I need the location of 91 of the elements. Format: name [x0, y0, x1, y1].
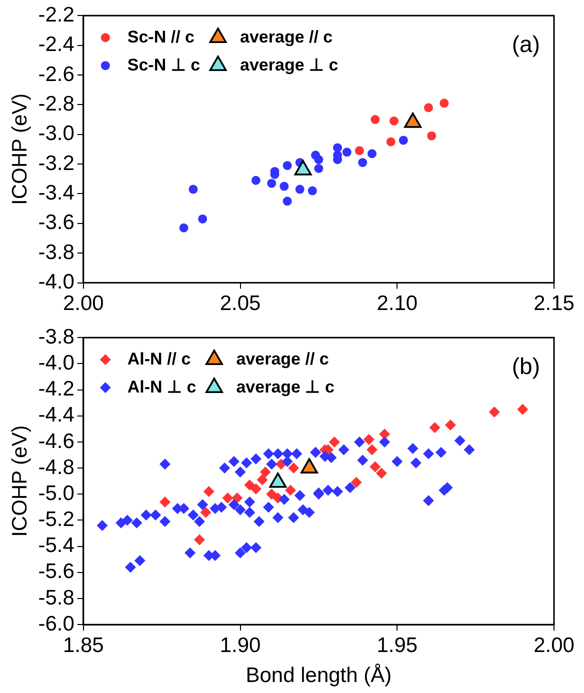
y-tick-label: -4.6 — [38, 430, 74, 453]
legend-label: Al-N ⊥ c — [127, 377, 196, 396]
y-tick-label: -5.0 — [38, 482, 74, 505]
x-tick-label: 2.00 — [534, 634, 574, 657]
point — [424, 103, 434, 112]
point — [354, 146, 364, 156]
x-axis-title: Bond length (Å) — [246, 663, 392, 688]
point — [308, 186, 317, 196]
point — [358, 158, 368, 168]
point — [342, 148, 352, 157]
legend-label: average // c — [236, 349, 329, 368]
point — [256, 474, 268, 486]
y-tick-label: -5.8 — [38, 586, 74, 610]
y-tick-label: -4.2 — [38, 378, 74, 401]
legend-label: average // c — [240, 27, 333, 46]
point — [488, 406, 500, 418]
point — [198, 214, 208, 224]
annotation: (b) — [512, 352, 540, 379]
y-tick-label: -4.0 — [38, 351, 74, 374]
x-tick-label: 2.00 — [62, 292, 104, 316]
legend-label: Al-N // c — [127, 349, 191, 368]
y-tick-label: -5.2 — [38, 508, 74, 532]
point — [440, 98, 449, 108]
point — [159, 496, 170, 508]
point — [444, 420, 456, 431]
point — [311, 150, 320, 160]
y-tick-label: -4.0 — [38, 270, 74, 294]
point — [244, 480, 256, 491]
y-tick-label: -2.8 — [38, 92, 74, 116]
y-tick-label: -5.6 — [38, 560, 74, 584]
point — [266, 488, 278, 500]
point — [179, 223, 188, 232]
point — [376, 468, 387, 479]
point — [295, 184, 304, 194]
point — [427, 131, 436, 140]
y-tick-label: -6.0 — [38, 612, 74, 636]
point — [200, 506, 212, 518]
legend-label: average ⊥ c — [236, 377, 334, 396]
point — [282, 196, 292, 206]
point — [232, 492, 243, 504]
x-tick-label: 2.05 — [220, 292, 261, 316]
point — [251, 176, 260, 185]
point — [260, 466, 271, 478]
point — [314, 164, 324, 173]
y-tick-label: -3.6 — [38, 211, 74, 234]
y-tick-label: -3.4 — [38, 182, 75, 205]
legend-label: Sc-N ⊥ c — [127, 55, 200, 74]
point — [333, 143, 342, 152]
legend-label: Sc-N // c — [127, 27, 194, 46]
point — [284, 484, 296, 496]
y-tick-label: -3.8 — [38, 240, 74, 264]
y-tick-label: -3.8 — [38, 325, 74, 348]
y-tick-label: -2.4 — [38, 33, 75, 56]
point — [282, 161, 292, 170]
point — [366, 444, 378, 456]
y-tick-label: -4.8 — [38, 456, 74, 479]
point — [328, 436, 340, 448]
point — [280, 182, 289, 191]
point — [398, 136, 408, 145]
annotation: (a) — [512, 30, 540, 57]
y-tick-label: -4.4 — [38, 404, 75, 427]
point — [350, 476, 362, 488]
x-tick-label: 2.15 — [534, 292, 574, 316]
point — [363, 434, 374, 445]
y-tick-label: -3.0 — [38, 122, 74, 146]
point — [288, 462, 300, 474]
point — [368, 149, 377, 158]
point — [188, 184, 198, 194]
point — [379, 428, 390, 440]
y-tick-label: -5.4 — [38, 534, 75, 558]
y-tick-label: -2.2 — [38, 3, 74, 26]
point — [267, 178, 276, 188]
x-tick-label: 1.95 — [376, 634, 418, 657]
y-axis-title: ICOHP (eV) — [8, 93, 32, 206]
point — [389, 116, 398, 126]
point — [194, 534, 205, 546]
point — [250, 483, 262, 494]
point — [429, 422, 440, 434]
x-tick-label: 2.10 — [376, 292, 418, 316]
y-tick-label: -2.6 — [38, 62, 74, 86]
x-tick-label: 1.85 — [62, 634, 104, 657]
point — [203, 486, 214, 498]
point — [370, 115, 380, 124]
point — [370, 461, 381, 472]
point — [222, 492, 234, 504]
legend-label: average ⊥ c — [240, 55, 338, 74]
y-axis-title: ICOHP (eV) — [8, 425, 32, 537]
point — [386, 137, 396, 146]
point — [517, 404, 528, 415]
y-tick-label: -3.2 — [38, 152, 74, 175]
x-tick-label: 1.90 — [220, 634, 261, 657]
